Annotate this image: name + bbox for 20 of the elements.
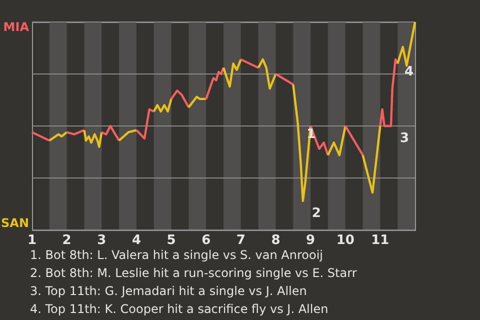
- x-tick-label: 9: [306, 233, 316, 248]
- x-tick-label: 4: [132, 233, 141, 248]
- x-tick-label: 2: [62, 233, 72, 248]
- annotation: 2: [312, 206, 321, 221]
- annotation: 4: [404, 64, 414, 80]
- x-tick-label: 5: [166, 233, 176, 248]
- text: 3. Top 11th: G. Jemadari hit a single vs J. Allen: [30, 284, 307, 298]
- text: 1. Bot 8th: L. Valera hit a single vs S. van Anrooij: [30, 248, 324, 262]
- text: 4. Top 11th: K. Cooper hit a sacrifice fly vs J. Allen: [30, 302, 328, 316]
- x-tick-label: 8: [271, 233, 280, 248]
- text: SAN: [1, 216, 29, 230]
- text: 2. Bot 8th: M. Leslie hit a run-scoring single vs E. Starr: [30, 266, 357, 280]
- x-tick-label: 11: [371, 233, 390, 248]
- annotation: 3: [400, 131, 410, 146]
- x-tick-label: 6: [202, 233, 211, 248]
- x-tick-label: 10: [336, 233, 354, 248]
- x-tick-label: 3: [97, 233, 106, 248]
- x-tick-label: 1: [27, 233, 37, 248]
- x-tick-label: 7: [236, 233, 246, 248]
- text: MIA: [3, 20, 30, 34]
